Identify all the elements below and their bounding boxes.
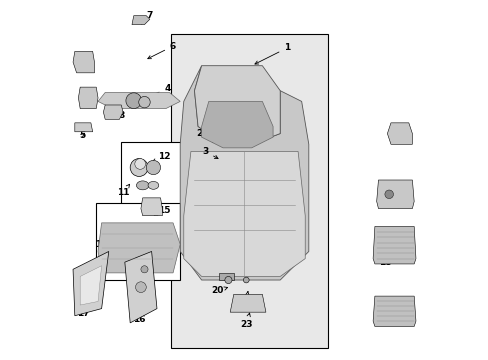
Polygon shape xyxy=(183,152,305,276)
Text: 18: 18 xyxy=(379,252,395,267)
Text: 5: 5 xyxy=(79,131,85,140)
Text: 9: 9 xyxy=(87,93,94,102)
Polygon shape xyxy=(124,251,157,323)
Text: 11: 11 xyxy=(117,184,129,197)
Polygon shape xyxy=(194,66,280,144)
Circle shape xyxy=(135,158,145,169)
Circle shape xyxy=(146,160,160,175)
Circle shape xyxy=(384,190,393,199)
Polygon shape xyxy=(201,102,272,148)
Text: 16: 16 xyxy=(133,311,145,324)
Circle shape xyxy=(130,158,148,176)
Polygon shape xyxy=(372,296,415,327)
Bar xyxy=(171,33,328,348)
Polygon shape xyxy=(132,16,149,24)
Bar xyxy=(96,203,180,280)
Text: 19: 19 xyxy=(393,195,406,208)
Circle shape xyxy=(125,93,142,109)
Polygon shape xyxy=(80,266,102,305)
Circle shape xyxy=(139,96,150,108)
Polygon shape xyxy=(78,87,98,109)
Polygon shape xyxy=(230,294,265,312)
Polygon shape xyxy=(103,105,123,119)
Bar xyxy=(121,143,187,205)
Text: 17: 17 xyxy=(77,310,90,319)
Ellipse shape xyxy=(136,181,149,190)
Ellipse shape xyxy=(148,181,159,189)
Text: 22: 22 xyxy=(393,126,406,138)
Text: 20: 20 xyxy=(211,286,227,295)
Circle shape xyxy=(224,276,231,284)
Circle shape xyxy=(135,282,146,293)
Text: 1: 1 xyxy=(254,43,290,64)
Text: 23: 23 xyxy=(240,313,252,329)
Text: 3: 3 xyxy=(202,147,218,158)
Polygon shape xyxy=(376,180,413,208)
Text: 13: 13 xyxy=(379,315,393,327)
Polygon shape xyxy=(141,198,162,216)
Text: 8: 8 xyxy=(112,111,124,120)
Polygon shape xyxy=(75,123,93,132)
Polygon shape xyxy=(372,226,415,264)
Circle shape xyxy=(141,266,148,273)
Polygon shape xyxy=(386,123,411,144)
Text: 6: 6 xyxy=(147,41,176,59)
Text: 14: 14 xyxy=(95,238,111,249)
Polygon shape xyxy=(98,223,180,273)
Text: 15: 15 xyxy=(154,206,170,215)
Polygon shape xyxy=(98,93,180,109)
Text: 4: 4 xyxy=(148,84,170,97)
Polygon shape xyxy=(73,51,94,73)
Polygon shape xyxy=(219,273,233,280)
Polygon shape xyxy=(73,251,108,316)
Text: 7: 7 xyxy=(141,11,153,24)
Text: 2: 2 xyxy=(196,129,216,143)
Text: 10: 10 xyxy=(74,52,86,68)
Text: 12: 12 xyxy=(152,152,170,162)
Polygon shape xyxy=(180,66,308,280)
Text: 21: 21 xyxy=(240,291,252,306)
Circle shape xyxy=(243,277,248,283)
